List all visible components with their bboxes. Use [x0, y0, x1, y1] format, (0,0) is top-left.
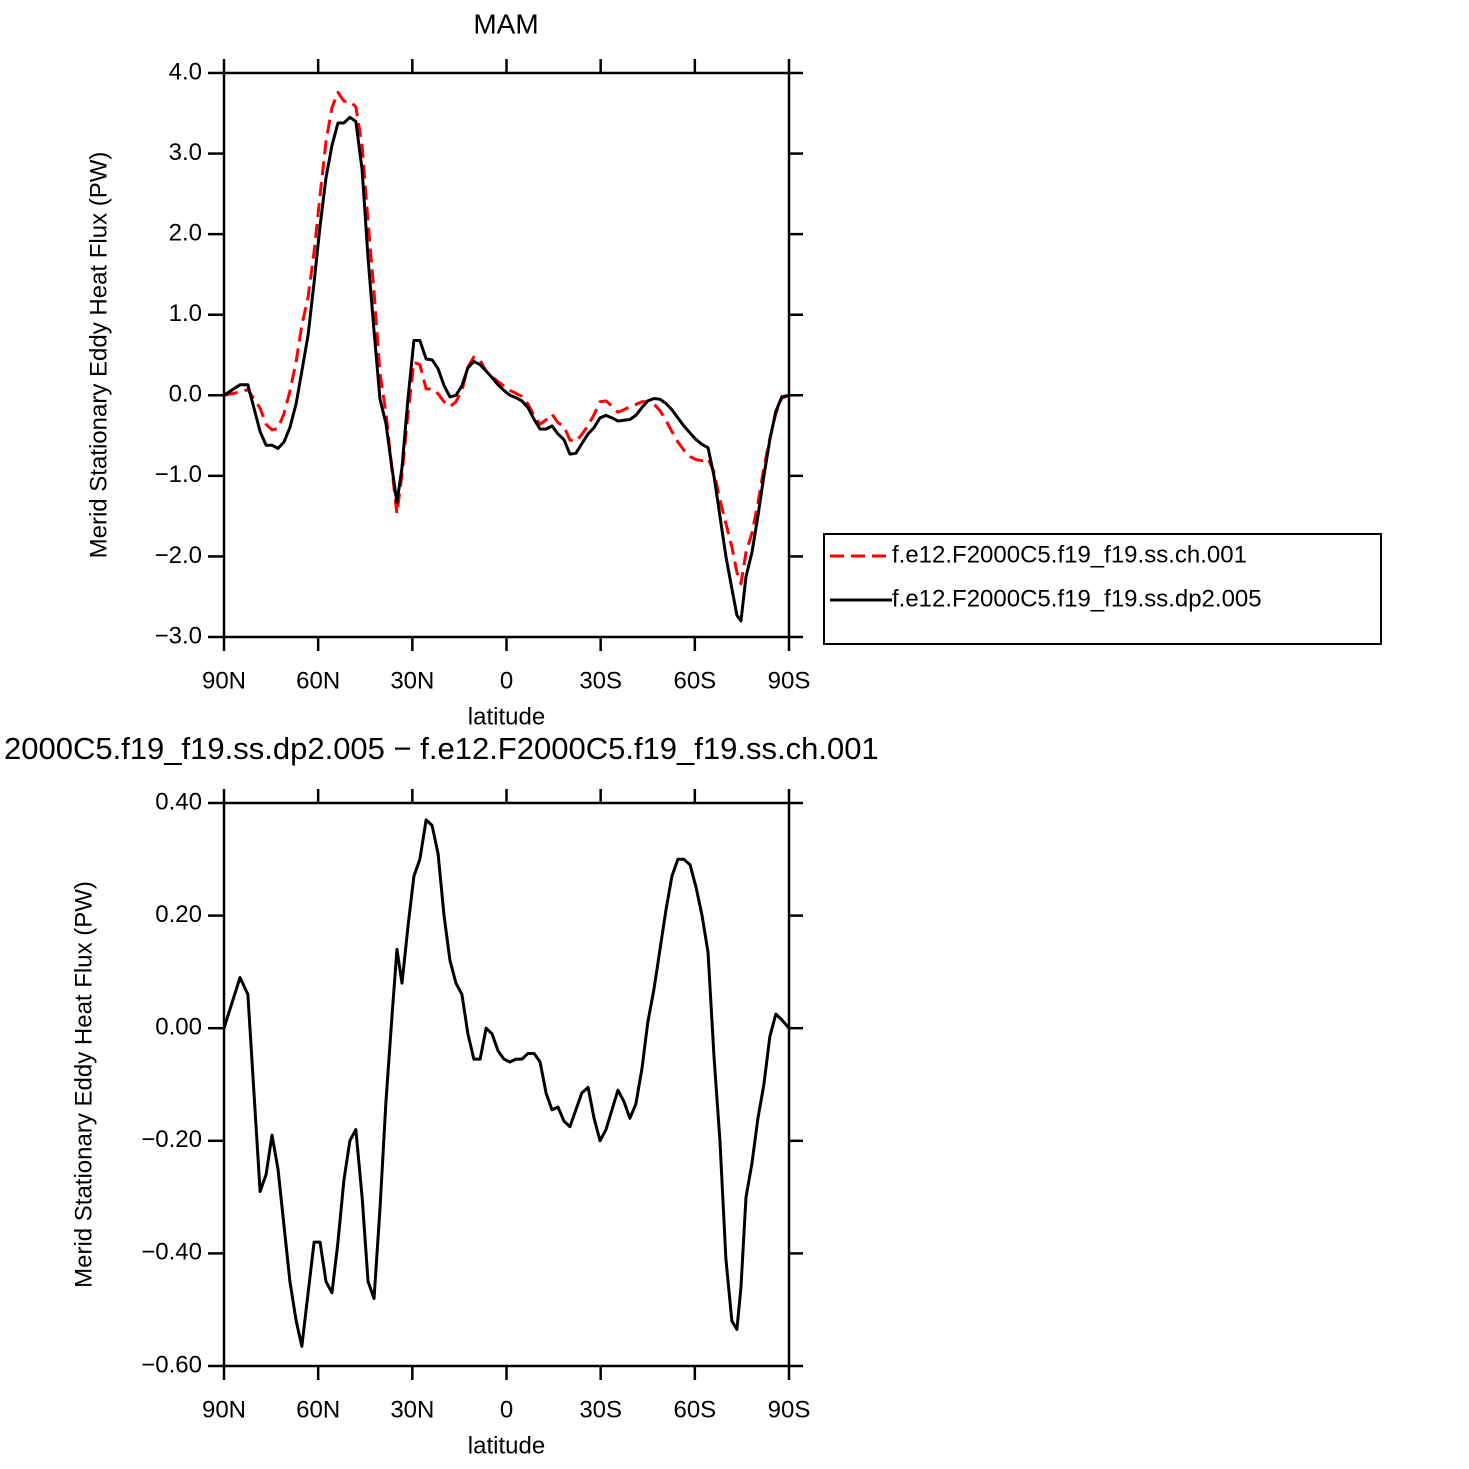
x-tick-label: 30N [390, 1396, 434, 1423]
y-axis-label: Merid Stationary Eddy Heat Flux (PW) [70, 881, 97, 1288]
y-tick-label: 1.0 [169, 300, 202, 327]
x-axis-label: latitude [468, 703, 545, 730]
data-line [223, 90, 790, 586]
legend-box [823, 533, 1382, 645]
x-axis-label: latitude [468, 1432, 545, 1459]
x-tick-label: 0 [500, 667, 513, 694]
x-tick-label: 90N [202, 667, 246, 694]
x-tick-label: 30S [579, 1396, 622, 1423]
x-tick-label: 60N [296, 667, 340, 694]
data-line [222, 818, 791, 1348]
y-tick-label: 0.20 [155, 901, 202, 928]
y-tick-label: 4.0 [169, 58, 202, 85]
y-tick-label: −2.0 [155, 542, 202, 569]
y-tick-label: 0.00 [155, 1014, 202, 1041]
x-tick-label: 30S [579, 667, 622, 694]
x-tick-label: 60S [673, 1396, 716, 1423]
x-tick-label: 0 [500, 1396, 513, 1423]
y-tick-label: −3.0 [155, 622, 202, 649]
y-tick-label: −1.0 [155, 461, 202, 488]
plot-frame [222, 71, 791, 639]
y-tick-label: 0.0 [169, 381, 202, 408]
x-tick-label: 90N [202, 1396, 246, 1423]
y-tick-label: −0.60 [141, 1351, 202, 1378]
y-tick-label: −0.40 [141, 1239, 202, 1266]
x-tick-label: 60S [673, 667, 716, 694]
y-tick-label: 3.0 [169, 139, 202, 166]
y-tick-label: 2.0 [169, 219, 202, 246]
y-axis-label: Merid Stationary Eddy Heat Flux (PW) [85, 152, 112, 559]
chart-title: MAM [473, 8, 538, 39]
y-tick-label: −0.20 [141, 1126, 202, 1153]
y-tick-label: 0.40 [155, 788, 202, 815]
chart-title: 2000C5.f19_f19.ss.dp2.005 − f.e12.F2000C… [4, 731, 879, 766]
data-line [223, 115, 790, 623]
legend-label: f.e12.F2000C5.f19_f19.ss.dp2.005 [892, 585, 1262, 612]
x-tick-label: 90S [768, 1396, 811, 1423]
x-tick-label: 60N [296, 1396, 340, 1423]
plot-frame [222, 801, 791, 1368]
x-tick-label: 90S [768, 667, 811, 694]
x-tick-label: 30N [390, 667, 434, 694]
legend-label: f.e12.F2000C5.f19_f19.ss.ch.001 [892, 541, 1247, 568]
